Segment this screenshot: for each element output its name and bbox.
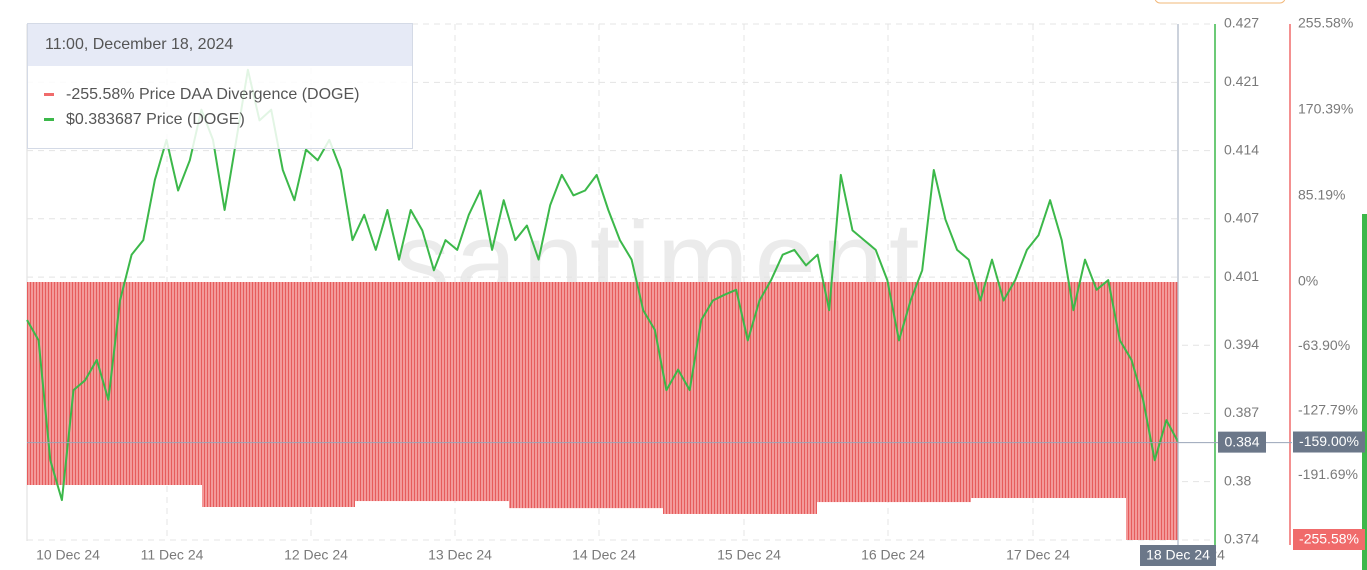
x-tick-label: 17 Dec 24 <box>1006 547 1070 563</box>
side-tab[interactable] <box>1362 214 1367 570</box>
x-tick-label: 16 Dec 24 <box>861 547 925 563</box>
divergence-bar <box>355 282 509 502</box>
y-tick-label: 0.427 <box>1224 15 1259 31</box>
top-button[interactable] <box>1154 0 1286 4</box>
crosshair-x: 18 Dec 24 <box>1146 547 1210 563</box>
last-value-box <box>1293 529 1365 550</box>
price-line <box>26 68 1179 502</box>
y-tick-label: 0.394 <box>1224 336 1259 352</box>
y2-tick-label: 255.58% <box>1298 15 1353 31</box>
y-tick-label: 0.38 <box>1224 472 1251 488</box>
legend-swatch <box>44 118 54 122</box>
tooltip: 11:00, December 18, 2024 -255.58% Price … <box>27 23 413 149</box>
divergence-bar <box>27 282 202 486</box>
crosshair-div-box <box>1293 431 1365 453</box>
tooltip-row: -255.58% Price DAA Divergence (DOGE) <box>44 85 359 105</box>
divergence-bar <box>509 282 663 509</box>
y-tick-label: 0.414 <box>1224 141 1259 157</box>
tooltip-title: 11:00, December 18, 2024 <box>28 24 412 66</box>
y2-tick-label: 170.39% <box>1298 101 1353 117</box>
crosshair-div: -159.00% <box>1299 433 1359 449</box>
divergence-bar <box>663 282 817 514</box>
y2-tick-label: -191.69% <box>1298 466 1358 482</box>
legend-label: Price (DOGE) <box>146 111 245 128</box>
divergence-bar <box>1126 282 1178 540</box>
x-tick-label: 14 Dec 24 <box>572 547 636 563</box>
divergence-bar <box>971 282 1126 499</box>
y-tick-label: 0.407 <box>1224 209 1259 225</box>
last-value: -255.58% <box>1299 531 1359 547</box>
y-tick-label: 0.421 <box>1224 73 1259 89</box>
legend-label: Price DAA Divergence (DOGE) <box>138 86 360 103</box>
x-tick-label: 15 Dec 24 <box>717 547 781 563</box>
tooltip-value: -255.58% <box>66 86 135 103</box>
y2-tick-label: 85.19% <box>1298 187 1345 203</box>
tooltip-value: $0.383687 <box>66 111 142 128</box>
tooltip-row: $0.383687 Price (DOGE) <box>44 110 245 130</box>
divergence-bar <box>202 282 355 508</box>
y-tick-label: 0.374 <box>1224 531 1259 547</box>
crosshair-x-box <box>1140 545 1216 566</box>
x-tick-label: 11 Dec 24 <box>141 547 204 563</box>
crosshair-price-box <box>1218 431 1266 453</box>
y-tick-label: 0.387 <box>1224 404 1259 420</box>
legend-swatch <box>44 93 54 97</box>
x-tick-label: 10 Dec 24 <box>36 547 100 563</box>
x-tick-label: 12 Dec 24 <box>284 547 348 563</box>
y2-tick-label: -63.90% <box>1298 337 1350 353</box>
x-tick-label: 13 Dec 24 <box>428 547 492 563</box>
y2-tick-label: -127.79% <box>1298 402 1358 418</box>
y-tick-label: 0.401 <box>1224 268 1259 284</box>
y2-tick-label: 0% <box>1298 273 1318 289</box>
crosshair-price: 0.384 <box>1224 433 1259 449</box>
